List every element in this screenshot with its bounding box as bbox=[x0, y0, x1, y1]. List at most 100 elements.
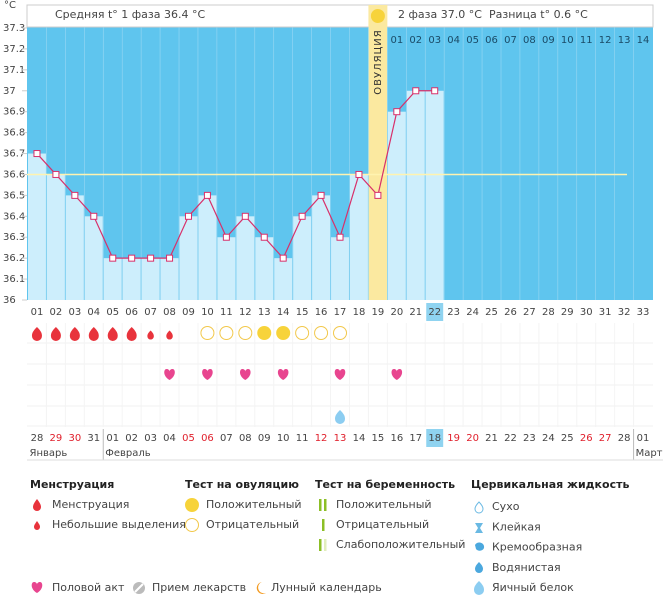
ovulation-column bbox=[368, 5, 388, 300]
cycle-day: 33 bbox=[637, 307, 650, 318]
menstruation bbox=[107, 327, 118, 342]
intercourse bbox=[202, 369, 213, 380]
spotting bbox=[147, 330, 154, 340]
cycle-day: 28 bbox=[542, 307, 555, 318]
y-tick-label: 36 bbox=[3, 295, 16, 306]
date: 17 bbox=[409, 433, 422, 444]
legend-title: Тест на овуляцию bbox=[185, 478, 299, 491]
ovulation-test-negative bbox=[238, 326, 253, 340]
date: 16 bbox=[390, 433, 403, 444]
current-day-box bbox=[426, 303, 444, 321]
temperature-point bbox=[33, 150, 41, 158]
phase2-day: 04 bbox=[447, 35, 460, 46]
date: 11 bbox=[296, 433, 309, 444]
cycle-day: 30 bbox=[580, 307, 593, 318]
y-tick-label: 36.7 bbox=[3, 149, 25, 160]
legend-item: Лунный календарь bbox=[271, 581, 382, 594]
date: 25 bbox=[561, 433, 574, 444]
bar bbox=[217, 237, 236, 300]
date: 21 bbox=[485, 433, 498, 444]
icon bbox=[324, 539, 327, 551]
bar bbox=[141, 258, 160, 300]
phase2-day: 11 bbox=[580, 35, 593, 46]
date: 24 bbox=[542, 433, 555, 444]
bar bbox=[236, 216, 255, 300]
date: 01 bbox=[106, 433, 119, 444]
cycle-day: 12 bbox=[239, 307, 252, 318]
egg-white bbox=[335, 410, 346, 424]
icon bbox=[33, 499, 41, 511]
icon bbox=[475, 542, 485, 551]
ovulation-test-positive bbox=[257, 326, 272, 340]
legend-item: Отрицательный bbox=[206, 518, 299, 531]
date: 05 bbox=[182, 433, 195, 444]
legend-icons bbox=[31, 498, 485, 595]
ovulation-test-positive bbox=[276, 326, 291, 340]
bar bbox=[84, 216, 103, 300]
icon bbox=[134, 583, 144, 593]
date: 10 bbox=[277, 433, 290, 444]
bar bbox=[425, 90, 444, 301]
header bbox=[26, 4, 654, 28]
phase1: Средняя t° 1 фаза 36.4 °C bbox=[55, 8, 205, 21]
temperature-point bbox=[412, 87, 420, 95]
month-label: Февраль bbox=[105, 448, 151, 459]
date: 23 bbox=[523, 433, 536, 444]
cycle-day: 04 bbox=[87, 307, 100, 318]
ovulation-test-negative bbox=[219, 326, 234, 340]
legend-item: Прием лекарств bbox=[152, 581, 246, 594]
phase2-day: 10 bbox=[561, 35, 574, 46]
date: 31 bbox=[87, 433, 100, 444]
bar bbox=[122, 258, 141, 300]
y-tick-label: 37.1 bbox=[3, 65, 25, 76]
ovulation-test-negative bbox=[314, 326, 329, 340]
icon bbox=[31, 582, 43, 593]
menstruation bbox=[69, 327, 80, 342]
date: 30 bbox=[68, 433, 81, 444]
icon bbox=[256, 582, 266, 594]
cycle-day: 19 bbox=[372, 307, 385, 318]
ovulation-test-negative bbox=[295, 326, 310, 340]
y-tick-label: 36.3 bbox=[3, 232, 25, 243]
phase2-day: 01 bbox=[390, 35, 403, 46]
legend-item: Сухо bbox=[492, 500, 520, 513]
legend-item: Половой акт bbox=[52, 581, 125, 594]
bar bbox=[160, 258, 179, 300]
temperature-point bbox=[431, 87, 439, 95]
month-label: Январь bbox=[30, 448, 68, 459]
temperature-line bbox=[36, 90, 435, 260]
cycle-day: 29 bbox=[561, 307, 574, 318]
temperature-point bbox=[355, 170, 363, 178]
temperature-point bbox=[298, 212, 306, 220]
cycle-day: 03 bbox=[68, 307, 81, 318]
date: 03 bbox=[144, 433, 157, 444]
temperature-point bbox=[203, 191, 211, 199]
phase2-day: 08 bbox=[523, 35, 536, 46]
icon bbox=[185, 498, 199, 512]
date: 22 bbox=[504, 433, 517, 444]
intercourse bbox=[164, 369, 175, 380]
current-date-box bbox=[426, 429, 444, 447]
date: 09 bbox=[258, 433, 271, 444]
bar bbox=[406, 90, 425, 301]
cycle-day: 31 bbox=[599, 307, 612, 318]
date: 20 bbox=[466, 433, 479, 444]
menstruation bbox=[88, 327, 99, 342]
cycle-day: 23 bbox=[447, 307, 460, 318]
icon bbox=[475, 562, 483, 573]
bar bbox=[293, 216, 312, 300]
date: 26 bbox=[580, 433, 593, 444]
bar bbox=[46, 174, 65, 300]
legend-item: Небольшие выделения bbox=[52, 518, 186, 531]
icon bbox=[34, 521, 40, 530]
date: 19 bbox=[447, 433, 460, 444]
date: 12 bbox=[315, 433, 328, 444]
icon bbox=[322, 519, 325, 531]
icon bbox=[319, 539, 322, 551]
temperature-point bbox=[393, 108, 401, 116]
legend-item: Слабоположительный bbox=[336, 538, 465, 551]
menstruation bbox=[126, 327, 137, 342]
legend-item: Положительный bbox=[206, 498, 302, 511]
temperature-point bbox=[52, 170, 60, 178]
